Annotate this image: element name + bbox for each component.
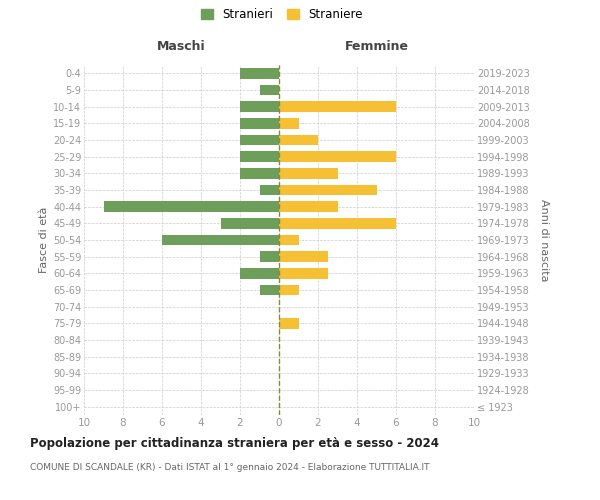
Bar [279,284,299,296]
Bar [240,101,279,112]
Bar [279,101,396,112]
Bar [279,218,396,229]
Bar [260,251,279,262]
Bar [240,151,279,162]
Y-axis label: Anni di nascita: Anni di nascita [539,198,549,281]
Bar [279,268,328,279]
Bar [279,168,337,179]
Bar [279,251,328,262]
Bar [240,268,279,279]
Legend: Stranieri, Straniere: Stranieri, Straniere [201,8,363,22]
Text: COMUNE DI SCANDALE (KR) - Dati ISTAT al 1° gennaio 2024 - Elaborazione TUTTITALI: COMUNE DI SCANDALE (KR) - Dati ISTAT al … [30,462,430,471]
Text: Femmine: Femmine [344,40,409,52]
Bar [221,218,279,229]
Bar [240,134,279,145]
Text: Popolazione per cittadinanza straniera per età e sesso - 2024: Popolazione per cittadinanza straniera p… [30,438,439,450]
Bar [240,68,279,78]
Bar [279,318,299,329]
Bar [279,118,299,128]
Bar [279,184,377,196]
Bar [279,201,337,212]
Text: Maschi: Maschi [157,40,206,52]
Bar [240,118,279,128]
Bar [279,151,396,162]
Y-axis label: Fasce di età: Fasce di età [38,207,49,273]
Bar [162,234,279,246]
Bar [260,184,279,196]
Bar [240,168,279,179]
Bar [260,284,279,296]
Bar [104,201,279,212]
Bar [279,234,299,246]
Bar [260,84,279,96]
Bar [279,134,318,145]
